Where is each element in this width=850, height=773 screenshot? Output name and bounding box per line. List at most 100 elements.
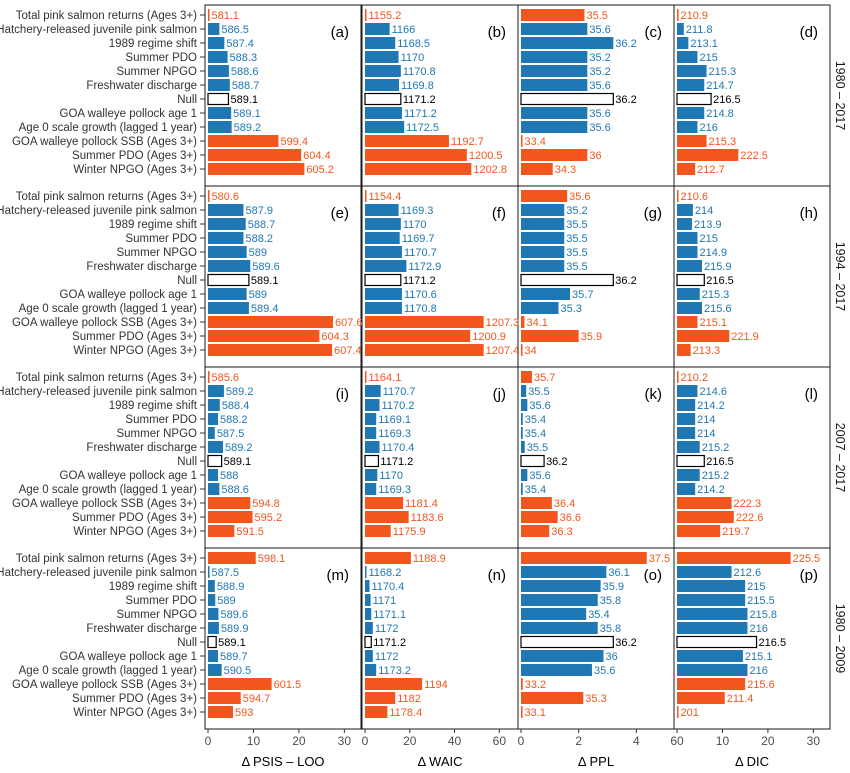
- bar-value-label: 1170: [401, 52, 425, 64]
- category-label: GOA walleye pollock SSB (Ages 3+): [12, 317, 197, 329]
- covariate-bar: [677, 580, 746, 592]
- covariate-bar: [521, 302, 559, 314]
- bar-value-label: 34.3: [555, 164, 576, 176]
- category-label: Winter NPGO (Ages 3+): [73, 164, 197, 176]
- covariate-bar: [365, 580, 370, 592]
- panel-frame: [673, 547, 831, 730]
- null-model-bar: [207, 273, 250, 287]
- covariate-bar-highlight: [365, 316, 484, 328]
- category-label: GOA walleye pollock age 1: [60, 470, 197, 482]
- bar-value-label: 605.2: [306, 164, 334, 176]
- covariate-bar-highlight: [208, 497, 251, 509]
- covariate-bar-highlight: [677, 371, 679, 383]
- covariate-bar: [208, 650, 218, 662]
- covariate-bar: [521, 399, 528, 411]
- covariate-bar: [208, 399, 220, 411]
- x-tick-label: 4: [633, 734, 640, 748]
- covariate-bar: [677, 566, 732, 578]
- covariate-bar: [521, 427, 523, 439]
- covariate-bar: [521, 650, 604, 662]
- bar-value-label: 211.4: [727, 693, 754, 705]
- bar-value-label: 599.4: [280, 136, 308, 148]
- bar-value-label: 36: [589, 150, 601, 162]
- bar-value-label: 589: [249, 247, 267, 259]
- category-label: Summer PDO: [125, 414, 197, 426]
- panel-label: (a): [331, 24, 349, 41]
- bar-value-label: 604.4: [303, 150, 331, 162]
- bar-value-label: 36.2: [615, 94, 636, 106]
- panel-label: (e): [331, 205, 349, 222]
- covariate-bar: [208, 566, 210, 578]
- bar-value-label: 36.1: [608, 567, 629, 579]
- x-tick-label: 30: [807, 734, 821, 748]
- panel-label: (i): [336, 386, 349, 403]
- bar-value-label: 35.4: [588, 609, 609, 621]
- category-label: Age 0 scale growth (lagged 1 year): [19, 484, 198, 496]
- covariate-bar-highlight: [521, 371, 532, 383]
- covariate-bar: [677, 664, 748, 676]
- covariate-bar: [677, 622, 748, 634]
- bar-value-label: 589.1: [218, 637, 246, 649]
- bar-value-label: 35.4: [525, 428, 546, 440]
- covariate-bar-highlight: [677, 525, 721, 537]
- bar-value-label: 37.5: [649, 553, 670, 565]
- bar-value-label: 607.4: [334, 345, 362, 357]
- category-label: Null: [177, 637, 197, 649]
- covariate-bar: [521, 204, 565, 216]
- covariate-bar-highlight: [521, 678, 523, 690]
- covariate-bar-highlight: [365, 525, 391, 537]
- x-tick-label: 0: [518, 734, 525, 748]
- bar-value-label: 1170.4: [371, 581, 404, 593]
- covariate-bar-highlight: [208, 9, 210, 21]
- covariate-bar-highlight: [365, 678, 423, 690]
- covariate-bar-highlight: [677, 678, 746, 690]
- covariate-bar: [365, 232, 400, 244]
- bar-value-label: 1169.7: [402, 233, 435, 245]
- x-tick-label: 30: [338, 734, 352, 748]
- bar-value-label: 594.8: [252, 498, 280, 510]
- bar-value-label: 36.2: [546, 456, 567, 468]
- null-model-bar: [520, 92, 614, 106]
- category-label: Summer PDO (Ages 3+): [72, 693, 197, 705]
- bar-value-label: 1170.7: [383, 386, 416, 398]
- covariate-bar-highlight: [677, 149, 739, 161]
- category-label: Total pink salmon returns (Ages 3+): [16, 553, 197, 565]
- covariate-bar: [365, 399, 380, 411]
- category-label: 1989 regime shift: [109, 400, 198, 412]
- category-label: Summer NPGO: [116, 66, 197, 78]
- null-model-bar: [364, 92, 402, 106]
- covariate-bar: [677, 427, 696, 439]
- bar-value-label: 1169.3: [378, 428, 411, 440]
- covariate-bar-highlight: [208, 371, 210, 383]
- bar-value-label: 35.4: [525, 484, 546, 496]
- covariate-bar: [677, 246, 698, 258]
- bar-value-label: 1171.2: [380, 456, 413, 468]
- bar-value-label: 587.5: [217, 428, 245, 440]
- bar-value-label: 1172.9: [408, 261, 441, 273]
- bar-value-label: 34: [525, 345, 537, 357]
- bar-value-label: 588.3: [230, 52, 258, 64]
- bar-value-label: 1169.8: [401, 80, 434, 92]
- bar-value-label: 589.2: [226, 386, 254, 398]
- bar-value-label: 216: [749, 623, 767, 635]
- covariate-bar: [365, 427, 377, 439]
- panel-label: (n): [488, 567, 506, 584]
- bar-value-label: 1169.3: [378, 484, 411, 496]
- category-label: GOA walleye pollock age 1: [60, 289, 197, 301]
- covariate-bar: [365, 51, 399, 63]
- covariate-bar: [365, 37, 396, 49]
- bar-value-label: 222.6: [736, 512, 764, 524]
- bar-value-label: 35.5: [566, 219, 587, 231]
- bar-value-label: 35.5: [528, 386, 549, 398]
- bar-value-label: 36: [606, 651, 618, 663]
- bar-value-label: 213.1: [690, 38, 718, 50]
- covariate-bar: [208, 385, 224, 397]
- x-tick-label: 20: [292, 734, 306, 748]
- covariate-bar: [365, 483, 377, 495]
- covariate-bar: [208, 622, 219, 634]
- covariate-bar: [365, 23, 390, 35]
- bar-value-label: 594.7: [243, 693, 271, 705]
- covariate-bar: [208, 204, 244, 216]
- bar-value-label: 35.2: [589, 66, 610, 78]
- bar-value-label: 1170.8: [404, 303, 437, 315]
